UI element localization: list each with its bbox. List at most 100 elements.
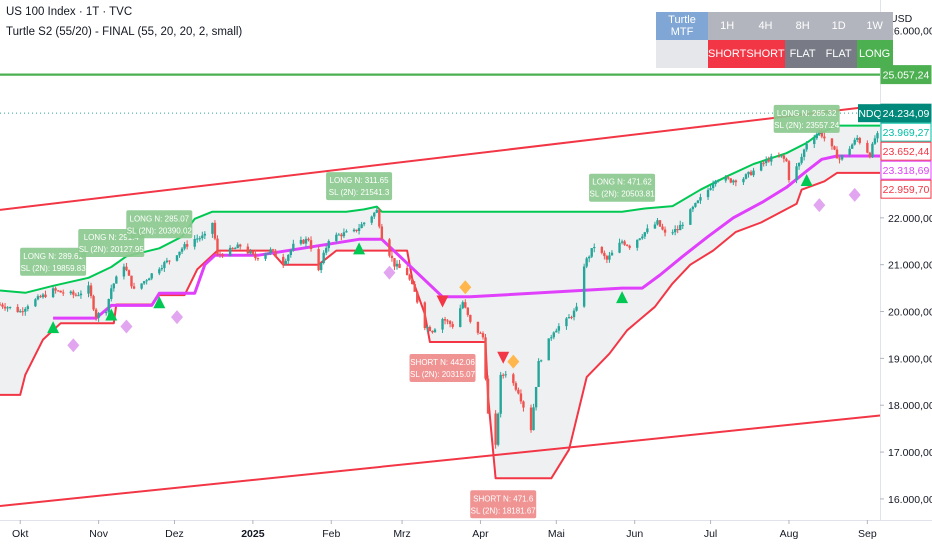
candle-body	[362, 222, 366, 225]
candle-body	[494, 413, 497, 445]
candle-body	[59, 290, 62, 293]
candle-body	[716, 180, 720, 182]
candle-body	[585, 258, 588, 267]
price-label-box	[880, 160, 932, 180]
candle-body	[112, 283, 115, 289]
stop-line	[53, 154, 880, 320]
candle-body	[132, 286, 136, 289]
candle-body	[251, 251, 255, 254]
candle-body	[727, 177, 730, 179]
x-tick-label: Sep	[858, 528, 877, 540]
long-signal-marker	[153, 296, 166, 309]
candle-body	[476, 321, 480, 333]
candle-body	[552, 332, 555, 338]
price-label-text: 23.652,44	[883, 146, 930, 158]
currency-label[interactable]: USD	[890, 13, 913, 25]
candle-body	[534, 386, 538, 408]
short-signal-marker	[497, 351, 510, 364]
price-label-box	[880, 122, 932, 142]
candle-body	[145, 280, 148, 282]
candle-body	[448, 321, 452, 325]
candle-body	[661, 226, 664, 230]
candle-body	[3, 306, 7, 309]
orange-diamond-marker	[507, 354, 520, 369]
candle-body	[628, 245, 631, 248]
candle-body	[0, 304, 2, 306]
candle-body	[575, 306, 578, 311]
candle-body	[140, 283, 143, 289]
orange-diamond-marker	[459, 280, 472, 295]
candle-body	[443, 319, 447, 321]
candle-body	[833, 146, 836, 150]
candle-body	[747, 171, 750, 175]
upper-band-line	[0, 124, 880, 294]
candle-body	[537, 360, 540, 387]
candle-body	[484, 337, 487, 379]
candle-body	[89, 285, 93, 297]
candle-body	[605, 256, 609, 260]
candle-body	[479, 332, 482, 334]
candle-body	[550, 337, 553, 339]
candle-body	[464, 302, 467, 308]
candle-body	[469, 314, 472, 322]
candle-body	[820, 130, 824, 137]
x-tick-label: Aug	[780, 528, 799, 540]
x-tick-label: Jun	[626, 528, 643, 540]
candle-body	[274, 250, 277, 257]
lines-layer	[0, 73, 881, 507]
symbol-title[interactable]: US 100 Index · 1T · TVC	[6, 6, 133, 18]
candle-body	[26, 306, 30, 309]
candle-body	[196, 238, 199, 240]
candle-body	[264, 254, 267, 259]
candle-body	[246, 246, 250, 254]
candle-body	[782, 155, 786, 159]
indicator-title[interactable]: Turtle S2 (55/20) - FINAL (55, 20, 20, 2…	[6, 26, 243, 38]
candle-body	[641, 236, 644, 239]
candle-body	[127, 270, 131, 276]
candle-body	[375, 209, 378, 213]
candle-body	[868, 152, 872, 158]
candle-body	[777, 156, 781, 158]
candle-body	[759, 162, 763, 171]
candle-body	[292, 243, 295, 251]
candle-body	[390, 255, 394, 259]
long-signal-marker	[353, 242, 366, 255]
signal-label-box	[470, 490, 537, 519]
purple-diamond-marker	[383, 265, 396, 280]
price-label-box	[880, 103, 932, 123]
candle-body	[218, 253, 222, 255]
candle-body	[780, 155, 783, 157]
candle-body	[706, 189, 710, 198]
signal-label: LONG N: 311.65 SL (2N): 21541.3	[326, 172, 393, 201]
candle-body	[54, 288, 57, 291]
mtf-timeframe-cell: 8H	[784, 12, 821, 40]
price-label-box	[880, 179, 932, 199]
candle-body	[565, 318, 568, 327]
mtf-state-cell: SHORT	[746, 40, 785, 68]
candle-body	[39, 296, 42, 298]
signal-label-box	[589, 173, 656, 202]
y-tick-label: 17.000,00	[888, 447, 932, 459]
y-tick-label: 19.000,00	[888, 353, 932, 365]
candle-body	[765, 159, 768, 164]
candle-body	[567, 317, 571, 319]
candle-body	[198, 238, 201, 240]
candle-body	[610, 252, 614, 256]
candle-body	[360, 224, 363, 229]
candle-body	[19, 311, 22, 313]
candle-body	[636, 239, 639, 248]
candle-body	[681, 224, 684, 226]
long-signal-marker	[800, 173, 813, 186]
candle-body	[307, 238, 310, 241]
mtf-timeframe-cell: 1D	[820, 12, 857, 40]
channel-line-upper	[0, 104, 881, 211]
markers-layer	[47, 173, 861, 369]
candle-body	[671, 232, 674, 234]
x-tick-label: Jul	[704, 528, 717, 540]
y-tick-label: 22.000,00	[888, 213, 932, 225]
candle-body	[165, 260, 169, 263]
x-tick-label: Feb	[322, 528, 340, 540]
signal-label-line2: SL (2N): 20127.95	[79, 245, 145, 254]
